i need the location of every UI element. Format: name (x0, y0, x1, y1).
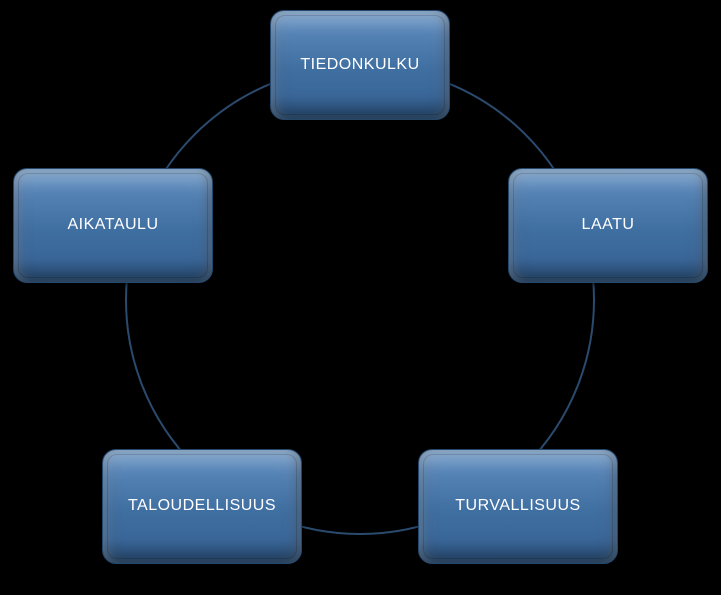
node-label: AIKATAULU (67, 216, 158, 234)
node-tiedonkulku: TIEDONKULKU (270, 10, 450, 120)
node-turvallisuus: TURVALLISUUS (418, 449, 618, 564)
node-laatu: LAATU (508, 168, 708, 283)
node-label: LAATU (582, 216, 635, 234)
node-label: TALOUDELLISUUS (128, 497, 276, 515)
diagram-canvas: TIEDONKULKU AIKATAULU LAATU TALOUDELLISU… (0, 0, 721, 595)
node-aikataulu: AIKATAULU (13, 168, 213, 283)
node-taloudellisuus: TALOUDELLISUUS (102, 449, 302, 564)
node-label: TURVALLISUUS (455, 497, 580, 515)
node-label: TIEDONKULKU (300, 56, 419, 74)
